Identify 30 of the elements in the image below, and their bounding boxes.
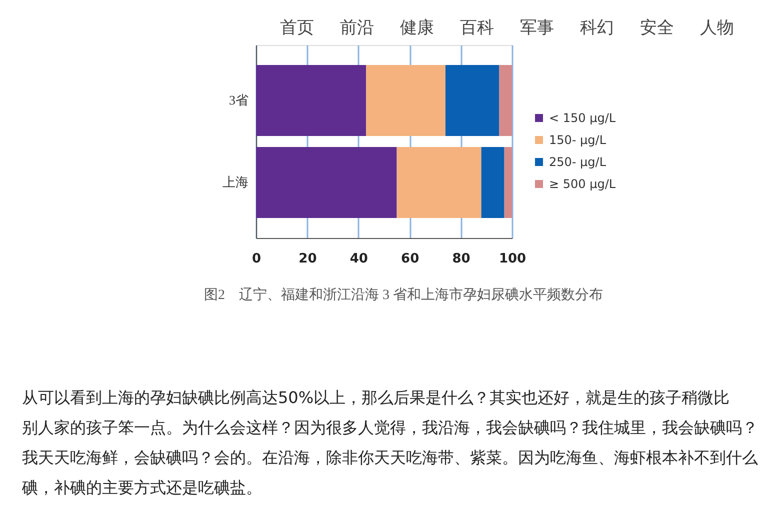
text: 人物 <box>700 18 734 38</box>
bar <box>445 65 500 136</box>
bar <box>256 65 366 136</box>
x-tick-label: 20 <box>298 252 317 266</box>
legend-label: 150- μg/L <box>549 133 606 147</box>
text: 图2 辽宁、福建和浙江沿海 3 省和上海市孕妇尿碘水平频数分布 <box>204 287 603 303</box>
text: 军事 <box>520 18 554 38</box>
legend-label: < 150 μg/L <box>549 111 616 125</box>
x-tick-label: 80 <box>452 252 470 266</box>
bar <box>504 146 512 218</box>
text: 前沿 <box>340 18 374 38</box>
x-tick-label: 40 <box>350 252 368 266</box>
text: 首页 <box>280 18 314 38</box>
text: 百科 <box>460 18 494 38</box>
bar <box>396 146 482 218</box>
bar <box>499 65 512 136</box>
x-tick-label: 0 <box>252 252 262 266</box>
legend-label: 250- μg/L <box>549 155 606 169</box>
bar <box>481 146 504 218</box>
text: 健康 <box>400 18 434 38</box>
bar <box>366 65 446 136</box>
x-tick-label: 60 <box>401 252 420 266</box>
y-tick-label: 上海 <box>222 174 248 190</box>
text: 从可以看到上海的孕妇缺碘比例高达50%以上，那么后果是什么？其实也还好，就是生的孩子稍微比别人家的孩子笨一点。为什么会这样？因为很多人觉得，我沿海，我会缺碘吗？我住城里，我会缺碘吗？我天天吃海鲜，会缺碘吗？会的。在沿海，除非你天天吃海带、紫菜。因为吃海鱼、海虾根本补不到什么碘，补碘的主要方式还是吃碘盐。 <box>21 388 758 497</box>
y-tick-label: 3省 <box>229 92 248 108</box>
bar <box>256 146 397 218</box>
legend-label: ≥ 500 μg/L <box>549 177 616 191</box>
text: 安全 <box>640 18 674 38</box>
x-tick-label: 100 <box>498 252 526 266</box>
text: 科幻 <box>580 18 614 38</box>
